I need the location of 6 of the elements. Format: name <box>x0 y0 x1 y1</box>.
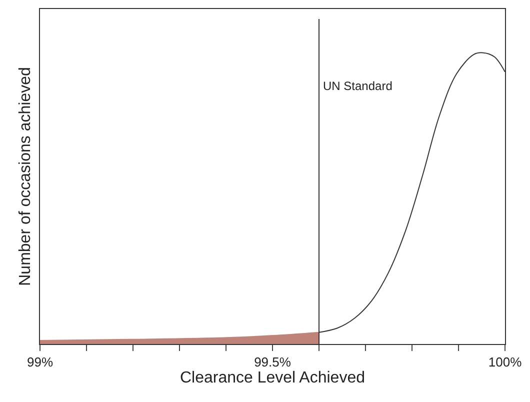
x-tick-label: 100% <box>488 354 522 370</box>
x-axis-title: Clearance Level Achieved <box>180 370 366 387</box>
ref-line-label: UN Standard <box>323 79 392 93</box>
y-axis-title: Number of occasions achieved <box>16 67 34 286</box>
x-tick-label: 99% <box>26 354 54 370</box>
x-tick-label: 99.5% <box>254 354 292 370</box>
